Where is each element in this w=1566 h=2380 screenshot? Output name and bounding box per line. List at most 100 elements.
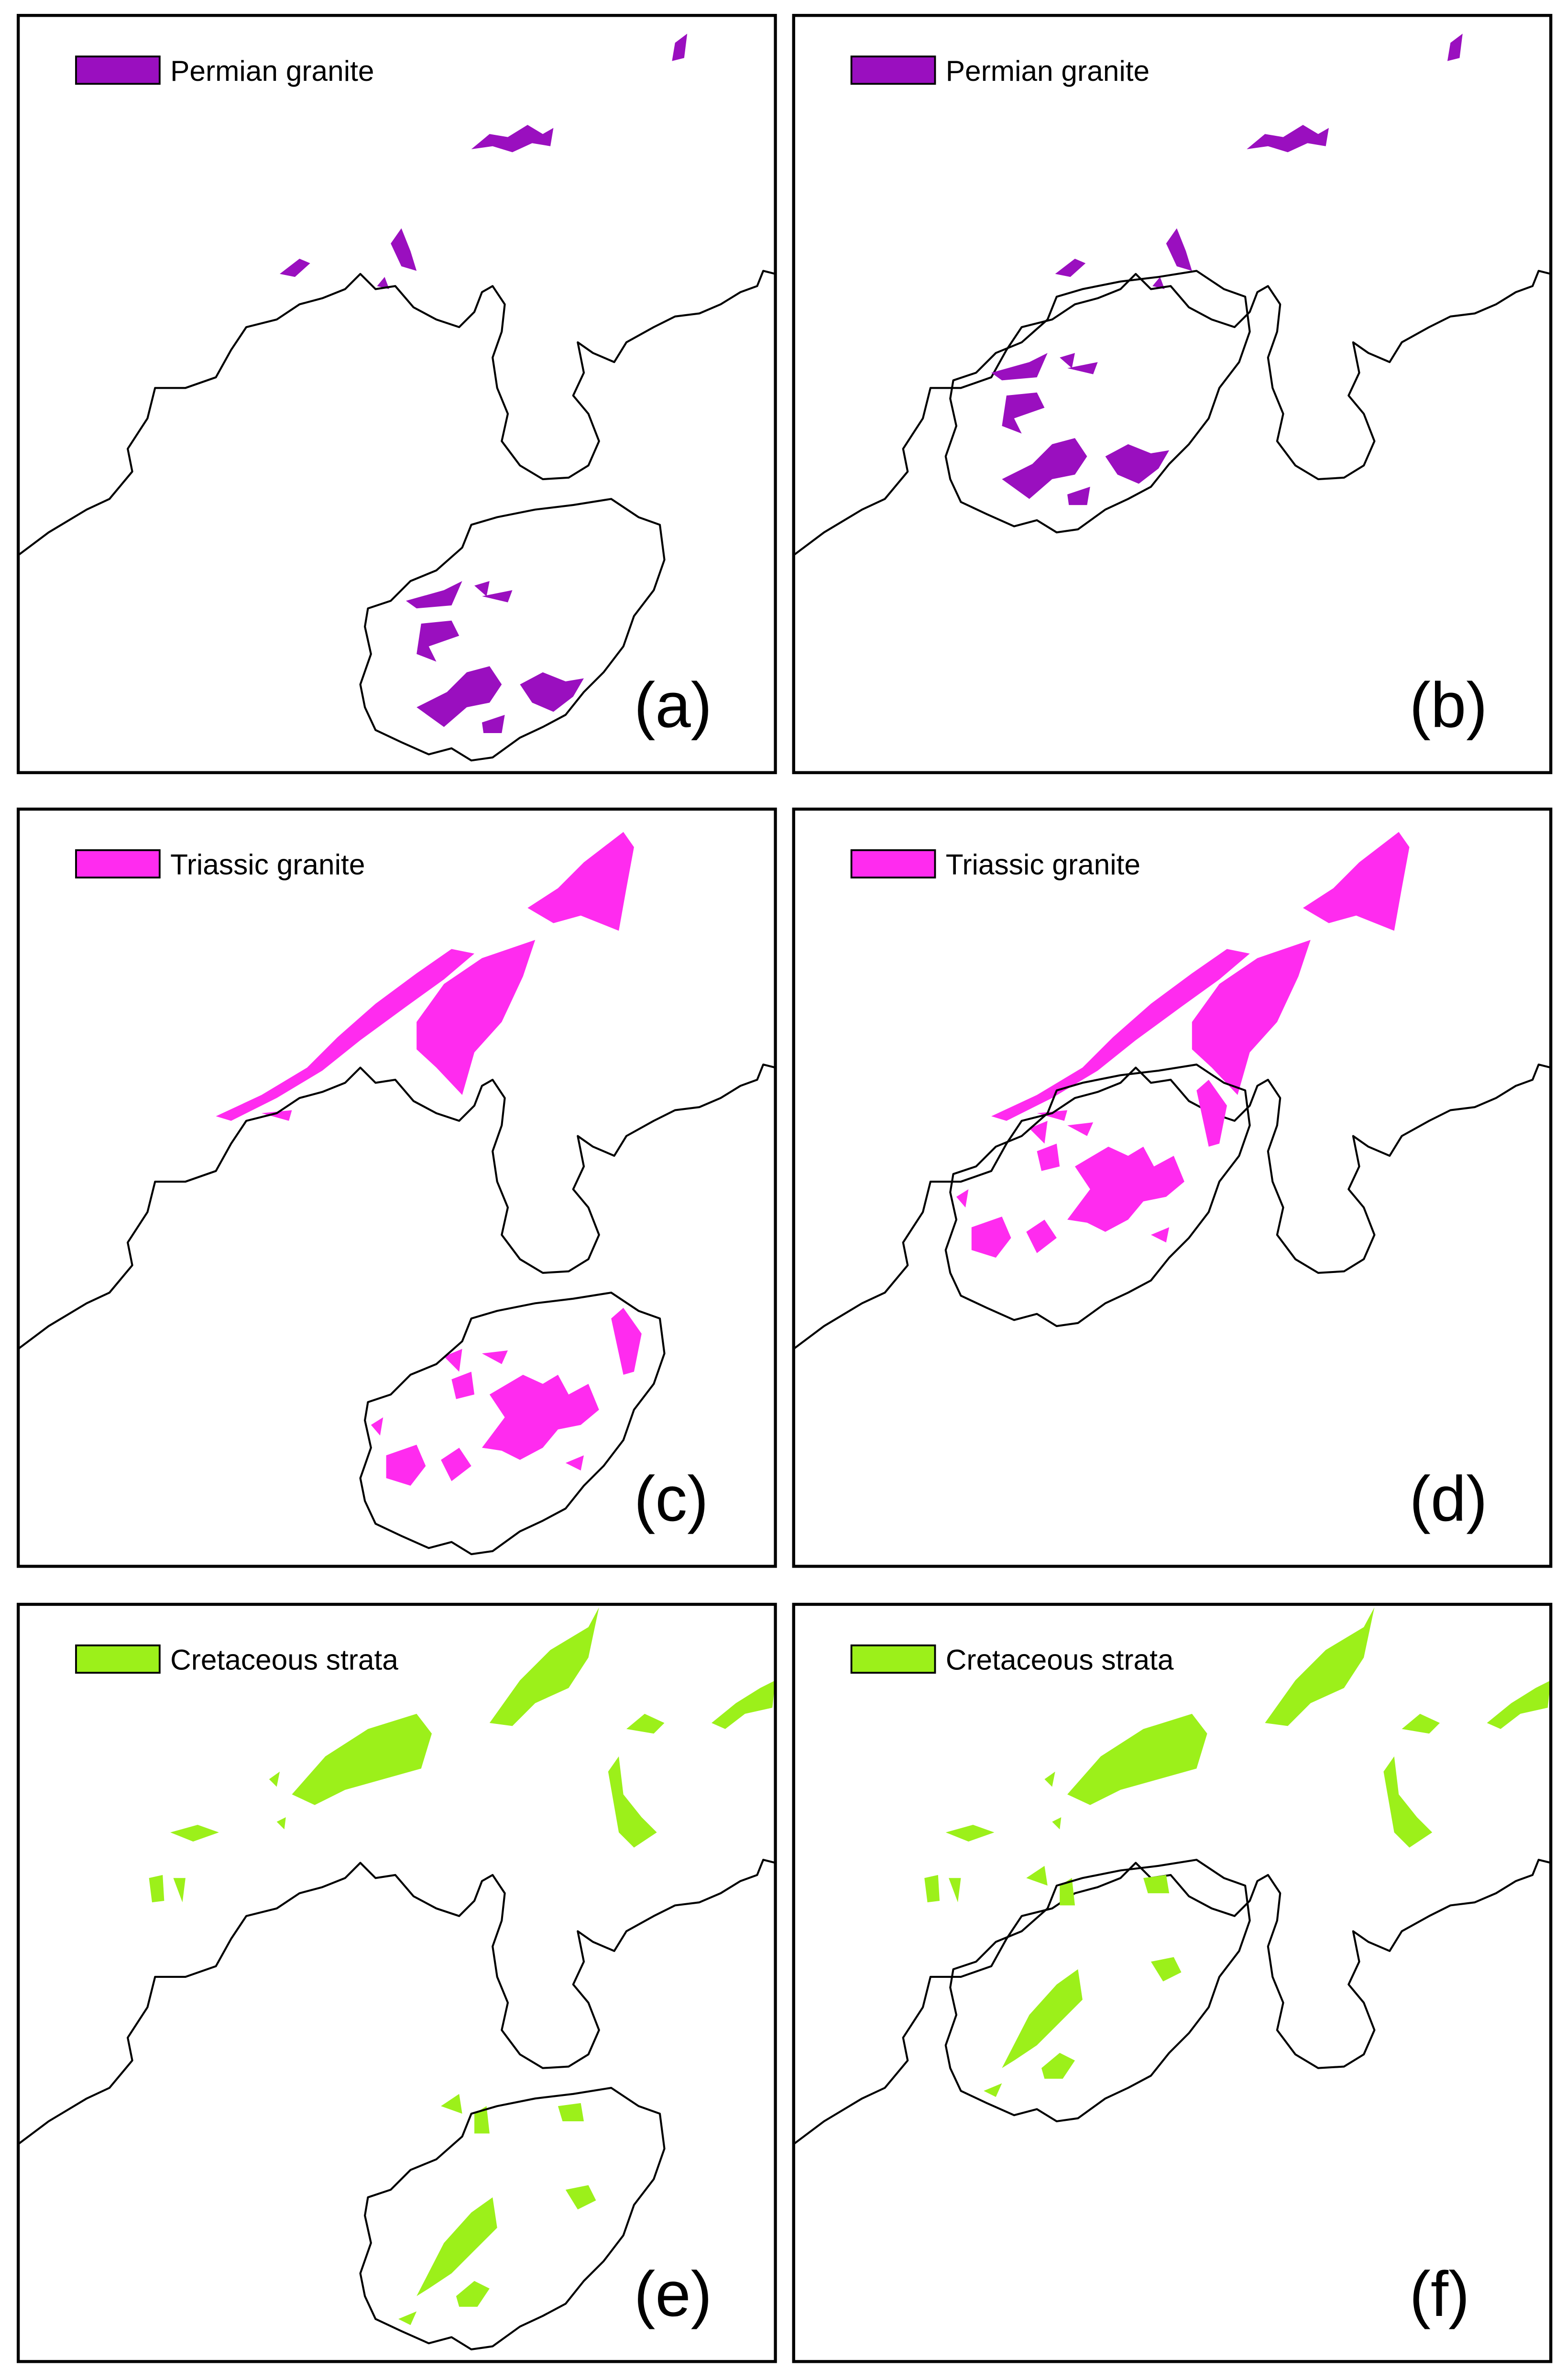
map-content [18, 832, 776, 1556]
panel-frame [16, 14, 777, 774]
coastline [793, 1859, 1551, 2145]
legend-swatch [850, 1644, 936, 1674]
map-content [793, 33, 1551, 556]
map-panel: Permian granite (a) [16, 14, 777, 774]
legend-label: Cretaceous strata [946, 1644, 1174, 1676]
geology-unit [173, 1878, 186, 1903]
panel-label: (e) [634, 2259, 712, 2330]
geology-unit [1247, 125, 1329, 153]
geology-unit [489, 1607, 599, 1726]
geology-unit [1037, 1110, 1068, 1121]
geology-unit [712, 1680, 776, 1729]
geology-unit [292, 1713, 432, 1805]
map-content [793, 1607, 1551, 2145]
geology-unit [149, 1875, 164, 1903]
geology-unit [482, 590, 513, 603]
geology-unit [527, 832, 634, 931]
geology-unit [441, 2094, 462, 2114]
geology-unit [1303, 832, 1410, 931]
geology-unit [216, 949, 475, 1121]
geology-unit [416, 940, 536, 1095]
geology-unit [956, 1189, 969, 1208]
geology-unit [444, 1349, 462, 1372]
geology-unit [1150, 1957, 1182, 1982]
geology-unit [1002, 1969, 1083, 2068]
legend-swatch [75, 1644, 161, 1674]
island-outline [359, 1292, 666, 1556]
panel-frame [792, 1602, 1553, 2363]
geology-unit [1052, 1817, 1062, 1830]
geology-unit [924, 1875, 940, 1903]
geology-unit [1196, 1079, 1227, 1147]
coastline [18, 1064, 776, 1350]
geology-unit [984, 2083, 1002, 2097]
geology-unit [405, 581, 462, 609]
geology-unit [377, 277, 389, 289]
map-panel: Triassic granite (c) [16, 807, 777, 1568]
island-outline [359, 498, 666, 762]
map-panel: Cretaceous strata (f) [792, 1602, 1553, 2363]
legend-swatch [850, 849, 936, 878]
geology-unit [1487, 1680, 1551, 1729]
geology-unit [451, 1371, 475, 1399]
geology-unit [1067, 486, 1090, 505]
geology-unit [1055, 258, 1086, 277]
legend-label: Permian granite [170, 55, 374, 87]
map-panel: Cretaceous strata (e) [16, 1602, 777, 2363]
panel-label: (a) [634, 669, 712, 741]
legend-swatch [75, 849, 161, 878]
legend-swatch [850, 55, 936, 85]
geology-unit [672, 33, 688, 61]
geology-unit [371, 1417, 383, 1436]
geology-unit [991, 353, 1048, 381]
panel-label: (b) [1410, 669, 1488, 741]
geology-unit [1029, 1120, 1048, 1144]
island-group [359, 1292, 666, 1556]
island-outline [944, 270, 1251, 534]
geology-unit [1150, 1227, 1170, 1243]
geology-unit [626, 1713, 665, 1734]
geology-unit [1152, 277, 1165, 289]
geology-unit [520, 672, 584, 712]
geology-unit [611, 1307, 642, 1375]
geology-unit [1044, 1771, 1055, 1787]
panel-frame [16, 807, 777, 1568]
map-panel: Permian granite (b) [792, 14, 1553, 774]
geology-unit [608, 1756, 657, 1848]
panel-frame [792, 807, 1553, 1568]
island-group [359, 2086, 666, 2351]
coastline [793, 1064, 1551, 1350]
geology-unit [482, 1374, 599, 1460]
geology-unit [386, 1445, 426, 1486]
geology-unit [1060, 1878, 1075, 1906]
geology-unit [1265, 1607, 1375, 1726]
geology-unit [416, 666, 502, 727]
geology-unit [945, 1824, 995, 1842]
geology-unit [441, 1448, 471, 1481]
island-group [359, 498, 666, 762]
geology-unit [474, 581, 490, 596]
geology-unit [991, 949, 1250, 1121]
geology-unit [565, 2185, 596, 2210]
geology-unit [558, 2103, 584, 2122]
geology-unit [456, 2281, 490, 2307]
geology-unit [1041, 2052, 1075, 2079]
geology-unit [416, 620, 460, 662]
island-outline [944, 1859, 1251, 2123]
legend-label: Cretaceous strata [170, 1644, 398, 1676]
panel-frame [16, 1602, 777, 2363]
geology-unit [482, 714, 505, 734]
geology-unit [170, 1824, 219, 1842]
geology-unit [1143, 1875, 1170, 1894]
geology-unit [416, 2197, 497, 2296]
geology-unit [1105, 444, 1170, 484]
legend-label: Triassic granite [170, 848, 365, 881]
geology-unit [280, 258, 310, 277]
geology-unit [1067, 1713, 1207, 1805]
geology-unit [269, 1771, 280, 1787]
geology-unit [1402, 1713, 1440, 1734]
panel-label: (d) [1410, 1463, 1488, 1535]
map-panel: Triassic granite (d) [792, 807, 1553, 1568]
geology-unit [565, 1455, 584, 1471]
